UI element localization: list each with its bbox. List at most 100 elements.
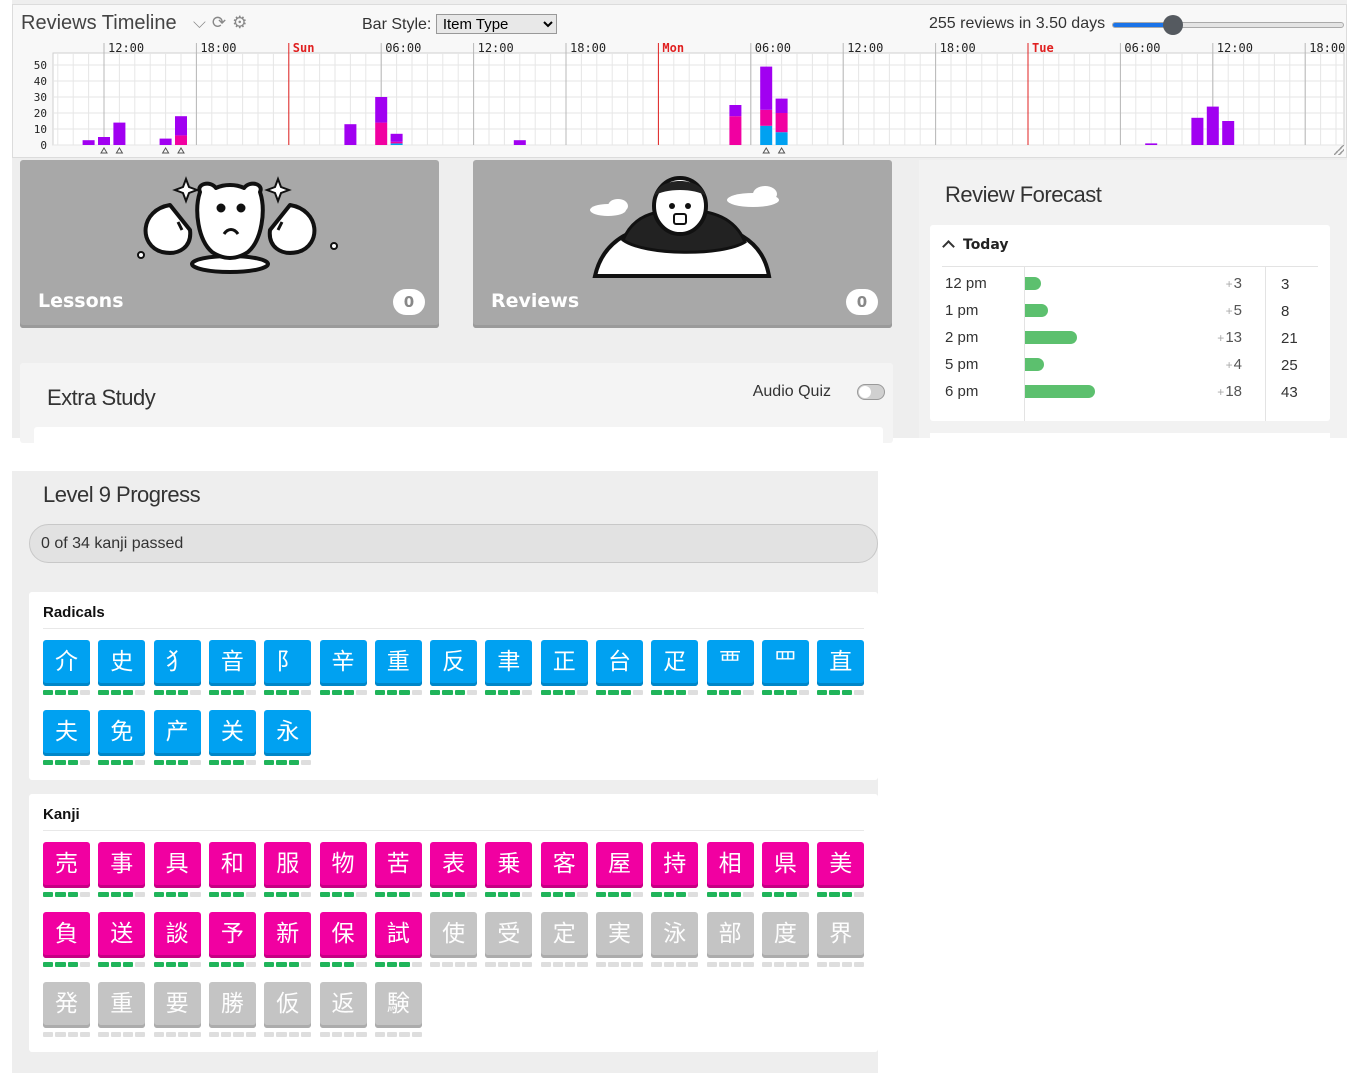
radical-tile[interactable]: 疋	[651, 640, 699, 696]
radical-tile[interactable]: 史	[98, 640, 146, 696]
resize-grip-icon[interactable]	[1334, 145, 1344, 155]
kanji-tile[interactable]: 受	[485, 912, 533, 968]
lessons-card[interactable]: Lessons 0	[20, 160, 439, 328]
kanji-tile[interactable]: 相	[706, 842, 754, 898]
kanji-tile[interactable]: 乗	[485, 842, 533, 898]
radical-tile[interactable]: ⺨	[153, 640, 201, 696]
timeline-bar-kanji[interactable]	[729, 116, 742, 145]
kanji-tile[interactable]: 発	[43, 982, 90, 1038]
timeline-bar-vocab[interactable]	[390, 133, 403, 142]
radical-tile[interactable]: 永	[264, 710, 312, 766]
kanji-tile[interactable]: 要	[153, 982, 201, 1038]
kanji-tile[interactable]: 屋	[596, 842, 643, 898]
kanji-tile[interactable]: 予	[208, 912, 256, 968]
kanji-tile[interactable]: 実	[596, 912, 643, 968]
kanji-tile[interactable]: 勝	[208, 982, 256, 1038]
kanji-tile[interactable]: 試	[374, 912, 422, 968]
radical-tile[interactable]: 重	[374, 640, 422, 696]
radical-tile[interactable]: 音	[208, 640, 256, 696]
radical-tile[interactable]: 阝	[264, 640, 312, 696]
timeline-bar-vocab[interactable]	[98, 137, 110, 145]
kanji-tile[interactable]: 重	[98, 982, 146, 1038]
timeline-bar-radical[interactable]	[390, 143, 403, 145]
timeline-bar-vocab[interactable]	[513, 140, 526, 145]
radical-tile[interactable]: 台	[596, 640, 643, 696]
timeline-bar-kanji[interactable]	[175, 135, 187, 145]
kanji-tile[interactable]: 談	[153, 912, 201, 968]
kanji-tile[interactable]: 服	[264, 842, 312, 898]
kanji-tile[interactable]: 返	[319, 982, 367, 1038]
timeline-bar-kanji[interactable]	[760, 109, 773, 126]
audio-quiz-toggle[interactable]	[857, 384, 885, 400]
bar-style-select[interactable]: Item Type	[435, 14, 557, 34]
x-tick-label: Sun	[293, 41, 315, 55]
radical-tile[interactable]: 覀	[706, 640, 754, 696]
timeline-bar-kanji[interactable]	[375, 122, 388, 145]
radical-tile[interactable]: 正	[540, 640, 588, 696]
kanji-tile[interactable]: 新	[264, 912, 312, 968]
forecast-section-toggle[interactable]: Today	[942, 237, 1008, 253]
radical-tile[interactable]: 罒	[761, 640, 809, 696]
kanji-tile[interactable]: 使	[430, 912, 478, 968]
kanji-tile[interactable]: 具	[153, 842, 201, 898]
kanji-tile[interactable]: 泳	[651, 912, 699, 968]
timeline-bar-vocab[interactable]	[113, 122, 126, 145]
lessons-label: Lessons	[38, 290, 124, 312]
timeline-bar-vocab[interactable]	[1206, 106, 1219, 145]
timeline-bar-vocab[interactable]	[1145, 143, 1158, 145]
radical-tile[interactable]: 产	[153, 710, 201, 766]
timeline-bar-vocab[interactable]	[159, 138, 172, 145]
radical-tile[interactable]: 关	[208, 710, 256, 766]
kanji-tile[interactable]: 表	[430, 842, 478, 898]
kanji-tile[interactable]: 苦	[374, 842, 422, 898]
kanji-tile[interactable]: 界	[817, 912, 865, 968]
timeline-bar-vocab[interactable]	[1191, 117, 1204, 145]
timeline-bar-vocab[interactable]	[729, 105, 742, 117]
srs-progress-bar	[485, 892, 533, 897]
kanji-tile[interactable]: 保	[319, 912, 367, 968]
radical-tile[interactable]: 辛	[319, 640, 367, 696]
timeline-bar-vocab[interactable]	[1222, 121, 1235, 145]
kanji-tile[interactable]: 験	[374, 982, 422, 1038]
timeline-bar-vocab[interactable]	[82, 140, 95, 145]
radical-tile[interactable]: 介	[43, 640, 90, 696]
kanji-tile[interactable]: 売	[43, 842, 90, 898]
kanji-tile[interactable]: 度	[761, 912, 809, 968]
srs-segment	[509, 962, 521, 967]
kanji-tile[interactable]: 物	[319, 842, 367, 898]
timeline-bar-kanji[interactable]	[775, 113, 788, 133]
timeline-bar-radical[interactable]	[760, 125, 773, 145]
kanji-tile[interactable]: 定	[540, 912, 588, 968]
chevron-down-icon[interactable]: ⌵	[193, 13, 212, 33]
timeline-bar-vocab[interactable]	[375, 97, 388, 123]
kanji-tile[interactable]: 美	[817, 842, 865, 898]
radical-tile[interactable]: 反	[430, 640, 478, 696]
extra-study-section: Extra Study Audio Quiz	[20, 363, 893, 447]
kanji-tile[interactable]: 送	[98, 912, 146, 968]
kanji-tile[interactable]: 和	[208, 842, 256, 898]
kanji-tile[interactable]: 客	[540, 842, 588, 898]
kanji-tile[interactable]: 負	[43, 912, 90, 968]
radical-tile[interactable]: 夫	[43, 710, 90, 766]
timeline-bar-vocab[interactable]	[175, 116, 187, 136]
srs-segment	[233, 892, 244, 897]
timeline-bar-radical[interactable]	[775, 132, 788, 145]
timeline-bar-vocab[interactable]	[760, 66, 773, 110]
kanji-tile[interactable]: 部	[706, 912, 754, 968]
radical-tile[interactable]: 免	[98, 710, 146, 766]
radical-tile[interactable]: 直	[817, 640, 865, 696]
timeline-bar-vocab[interactable]	[775, 98, 788, 113]
slider-knob[interactable]	[1163, 15, 1184, 35]
timeline-bar-kanji[interactable]	[390, 141, 403, 144]
refresh-icon[interactable]: ⟳	[211, 13, 233, 33]
timeline-bar-vocab[interactable]	[344, 124, 357, 145]
kanji-tile[interactable]: 持	[651, 842, 699, 898]
timeline-range-slider[interactable]	[1112, 15, 1344, 35]
reviews-card[interactable]: Reviews 0	[473, 160, 892, 328]
kanji-tile[interactable]: 仮	[264, 982, 312, 1038]
radical-tile[interactable]: 聿	[485, 640, 533, 696]
gear-icon[interactable]: ⚙	[232, 13, 254, 33]
srs-segment	[208, 962, 220, 967]
kanji-tile[interactable]: 県	[761, 842, 809, 898]
kanji-tile[interactable]: 事	[98, 842, 146, 898]
